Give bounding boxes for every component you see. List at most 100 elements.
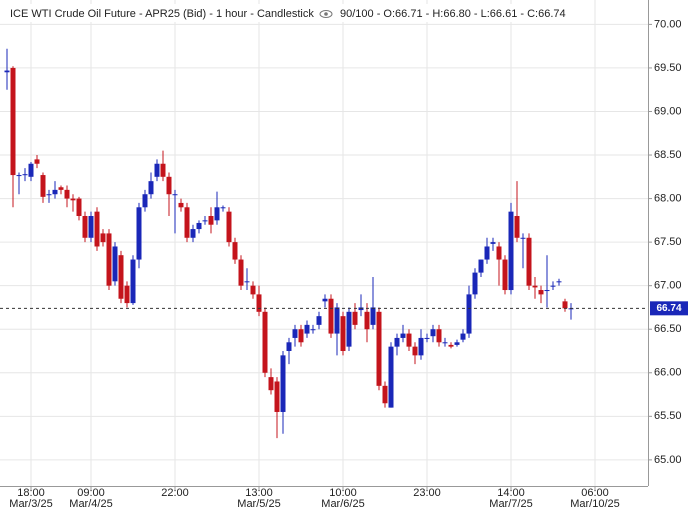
y-tick-label: 70.00 (654, 18, 682, 30)
candle-body (298, 329, 304, 343)
candle-body (502, 259, 508, 291)
candle-body (154, 163, 160, 177)
candle-body (484, 246, 490, 260)
candle-body (70, 198, 76, 201)
x-date-label: Mar/7/25 (489, 498, 532, 509)
candle-body (514, 216, 520, 238)
x-date-label: Mar/6/25 (321, 498, 364, 509)
title-background (5, 4, 323, 22)
candle-body (328, 298, 334, 334)
candle-body (208, 216, 214, 225)
x-tick-label: 18:00 (17, 487, 45, 499)
y-tick-label: 66.50 (654, 323, 682, 335)
candle-body (376, 311, 382, 386)
candle-body (250, 285, 256, 295)
candle-body (220, 207, 226, 209)
candle-body (352, 311, 358, 325)
candle-body (10, 67, 16, 176)
x-tick-label: 10:00 (329, 487, 357, 499)
candle-body (142, 194, 148, 208)
candle-body (418, 337, 424, 356)
candle-body (526, 237, 532, 286)
candle-body (4, 70, 10, 73)
candle-body (34, 159, 40, 164)
chart-subtitle: 90/100 - O:66.71 - H:66.80 - L:66.61 - C… (340, 8, 566, 20)
candle-body (400, 333, 406, 338)
candle-body (280, 355, 286, 412)
candle-body (424, 337, 430, 339)
y-tick-label: 65.50 (654, 410, 682, 422)
candle-body (22, 174, 28, 176)
candle-body (130, 259, 136, 304)
y-tick-label: 67.00 (654, 280, 682, 292)
candle-body (496, 246, 502, 260)
x-tick-label: 23:00 (413, 487, 441, 499)
candle-body (562, 301, 568, 309)
y-tick-label: 68.50 (654, 149, 682, 161)
eye-icon[interactable] (319, 10, 333, 18)
candle-body (94, 211, 100, 247)
candle-body (550, 285, 556, 287)
candle-body (16, 175, 22, 177)
candle-body (322, 298, 328, 302)
y-tick-label: 69.50 (654, 62, 682, 74)
y-tick-label: 69.00 (654, 105, 682, 117)
candle-body (520, 237, 526, 239)
candle-body (166, 176, 172, 195)
candle-body (178, 202, 184, 208)
candle-body (238, 259, 244, 286)
candle-body (478, 259, 484, 273)
candle-body (172, 194, 178, 196)
candle-body (112, 246, 118, 282)
candle-body (472, 272, 478, 295)
candle-body (88, 216, 94, 238)
x-tick-label: 06:00 (581, 487, 609, 499)
candle-body (52, 189, 58, 195)
candle-body (412, 346, 418, 356)
candle-body (148, 181, 154, 195)
candle-body (382, 385, 388, 404)
candle-body (538, 290, 544, 295)
y-tick-label: 66.00 (654, 367, 682, 379)
candle-body (442, 342, 448, 344)
candle-body (340, 316, 346, 351)
x-date-label: Mar/4/25 (69, 498, 112, 509)
y-tick-label: 65.00 (654, 454, 682, 466)
candle-body (304, 324, 310, 334)
x-tick-label: 09:00 (77, 487, 105, 499)
candle-body (58, 187, 64, 190)
candle-body (244, 281, 250, 283)
chart-title: ICE WTI Crude Oil Future - APR25 (Bid) -… (10, 8, 314, 20)
candle-body (346, 311, 352, 347)
candle-body (190, 229, 196, 238)
candle-body (394, 337, 400, 347)
candle-body (466, 294, 472, 334)
candle-body (106, 233, 112, 286)
candle-body (532, 285, 538, 288)
candle-body (160, 163, 166, 177)
x-date-label: Mar/10/25 (570, 498, 620, 509)
candle-body (184, 207, 190, 238)
x-tick-label: 22:00 (161, 487, 189, 499)
candle-body (334, 307, 340, 334)
candle-body (28, 163, 34, 177)
candle-body (436, 329, 442, 343)
x-tick-label: 14:00 (497, 487, 525, 499)
last-price-label: 66.74 (656, 303, 681, 314)
candle-body (430, 329, 436, 337)
candle-body (286, 342, 292, 351)
candle-body (46, 194, 52, 196)
candle-body (40, 175, 46, 197)
candle-body (136, 207, 142, 260)
candle-body (100, 233, 106, 243)
candle-body (226, 211, 232, 243)
x-date-label: Mar/3/25 (9, 498, 52, 509)
candle-body (406, 333, 412, 347)
candle-body (262, 311, 268, 373)
candle-body (460, 333, 466, 340)
candle-body (292, 329, 298, 338)
candle-body (196, 222, 202, 230)
candle-body (64, 189, 70, 199)
candle-body (310, 329, 316, 331)
